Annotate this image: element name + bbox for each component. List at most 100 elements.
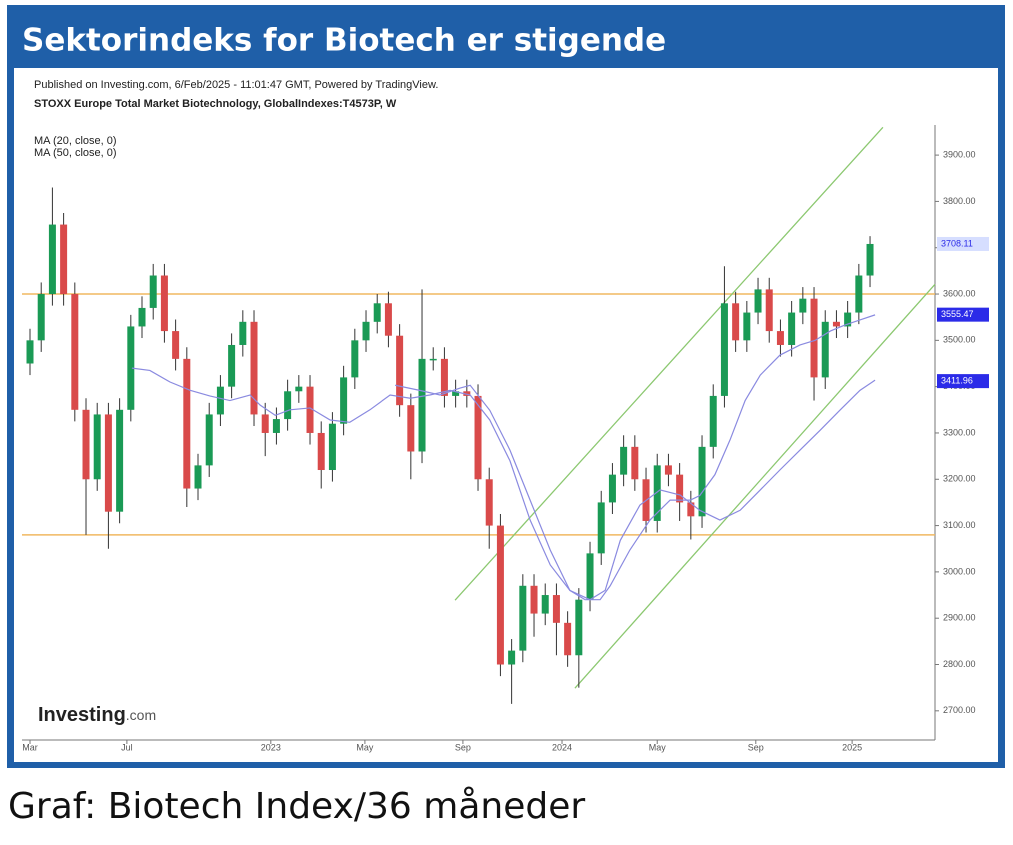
- candle-body: [720, 303, 728, 396]
- price-tag-label: 3411.96: [941, 375, 973, 385]
- candle-body: [93, 414, 101, 480]
- candle-body: [407, 405, 415, 452]
- channel-line: [574, 283, 936, 689]
- price-tag: [937, 236, 989, 251]
- candle-body: [26, 340, 34, 364]
- y-tick-label: 3900.00: [943, 149, 976, 159]
- candle-body: [664, 465, 672, 475]
- candle-body: [485, 479, 493, 526]
- legend-entry: MA (50, close, 0): [34, 147, 117, 159]
- candle-body: [160, 275, 168, 332]
- x-tick-label: May: [649, 742, 667, 752]
- x-tick-label: 2024: [552, 742, 572, 752]
- logo-word: Investing: [38, 704, 126, 726]
- candle-body: [418, 358, 426, 452]
- candle-body: [216, 386, 224, 415]
- candle-body: [127, 326, 135, 410]
- candle-body: [429, 358, 437, 361]
- candle-body: [116, 409, 124, 512]
- candle-body: [239, 321, 247, 345]
- candle-body: [776, 331, 784, 345]
- candle-body: [340, 377, 348, 424]
- y-tick-label: 3200.00: [943, 474, 976, 484]
- candle-body: [575, 599, 583, 656]
- chart-panel: [14, 68, 998, 762]
- candle-body: [396, 335, 404, 406]
- candle-body: [765, 289, 773, 332]
- y-tick-label: 3600.00: [943, 288, 976, 298]
- y-tick-label: 3100.00: [943, 520, 976, 530]
- candle-body: [597, 502, 605, 554]
- candle-body: [743, 312, 751, 341]
- candle-body: [284, 391, 292, 420]
- candle-body: [541, 595, 549, 614]
- x-tick-label: Mar: [22, 742, 38, 752]
- y-tick-label: 2700.00: [943, 705, 976, 715]
- candle-body: [60, 224, 68, 295]
- candle-body: [676, 474, 684, 503]
- x-tick-label: 2025: [842, 742, 862, 752]
- candle-body: [709, 395, 717, 447]
- candle-body: [463, 391, 471, 396]
- y-tick-label: 2800.00: [943, 659, 976, 669]
- subtitle: STOXX Europe Total Market Biotechnology,…: [34, 98, 397, 110]
- candle-body: [228, 344, 236, 387]
- candle-body: [295, 386, 303, 392]
- candle-body: [810, 298, 818, 378]
- candle-body: [866, 243, 874, 276]
- y-tick-label: 3000.00: [943, 566, 976, 576]
- candle-body: [496, 525, 504, 665]
- candle-body: [82, 409, 90, 480]
- candle-body: [48, 224, 56, 295]
- candle-body: [519, 585, 527, 651]
- y-tick-label: 3800.00: [943, 196, 976, 206]
- y-tick-label: 3300.00: [943, 427, 976, 437]
- legend-entry: MA (20, close, 0): [34, 135, 117, 147]
- y-tick-label: 3500.00: [943, 335, 976, 345]
- x-tick-label: 2023: [261, 742, 281, 752]
- candle-body: [620, 446, 628, 475]
- candle-body: [250, 321, 258, 415]
- candle-body: [272, 419, 280, 433]
- candle-body: [844, 312, 852, 327]
- candle-body: [440, 358, 448, 396]
- candle-body: [586, 553, 594, 600]
- price-tag-label: 3708.11: [941, 238, 973, 248]
- candle-body: [788, 312, 796, 345]
- candle-body: [373, 303, 381, 322]
- candle-body: [530, 585, 538, 614]
- candle-body: [351, 340, 359, 378]
- candle-body: [732, 303, 740, 341]
- candle-body: [608, 474, 616, 503]
- price-tag: [937, 307, 989, 322]
- candle-body: [687, 502, 695, 517]
- candle-body: [306, 386, 314, 433]
- published: Published on Investing.com, 6/Feb/2025 -…: [34, 79, 438, 91]
- candle-body: [631, 446, 639, 480]
- candle-body: [194, 465, 202, 489]
- title: Sektorindeks for Biotech er stigende: [22, 23, 666, 59]
- caption: Graf: Biotech Index/36 måneder: [8, 786, 585, 827]
- channel-line: [454, 126, 884, 601]
- price-tag: [937, 374, 989, 389]
- candle-body: [508, 650, 516, 665]
- candle-body: [149, 275, 157, 308]
- candle-body: [261, 414, 269, 433]
- candle-body: [328, 423, 336, 471]
- candle-body: [37, 294, 45, 341]
- plot: 2700.00 2800.00 2900.00 3000.00 3100.00 3200.…: [22, 125, 989, 752]
- logo: Investing.com: [38, 704, 156, 726]
- candle-body: [71, 294, 79, 410]
- candle-body: [138, 307, 146, 327]
- candle-body: [205, 414, 213, 466]
- candle-body: [754, 289, 762, 313]
- candle-body: [104, 414, 112, 512]
- candle-body: [832, 321, 840, 327]
- candle-body: [183, 358, 191, 489]
- candle-body: [653, 465, 661, 521]
- ma-line: [131, 314, 876, 601]
- logo-suffix: .com: [126, 707, 156, 723]
- y-tick-label: 2900.00: [943, 613, 976, 623]
- x-tick-label: Sep: [455, 742, 471, 752]
